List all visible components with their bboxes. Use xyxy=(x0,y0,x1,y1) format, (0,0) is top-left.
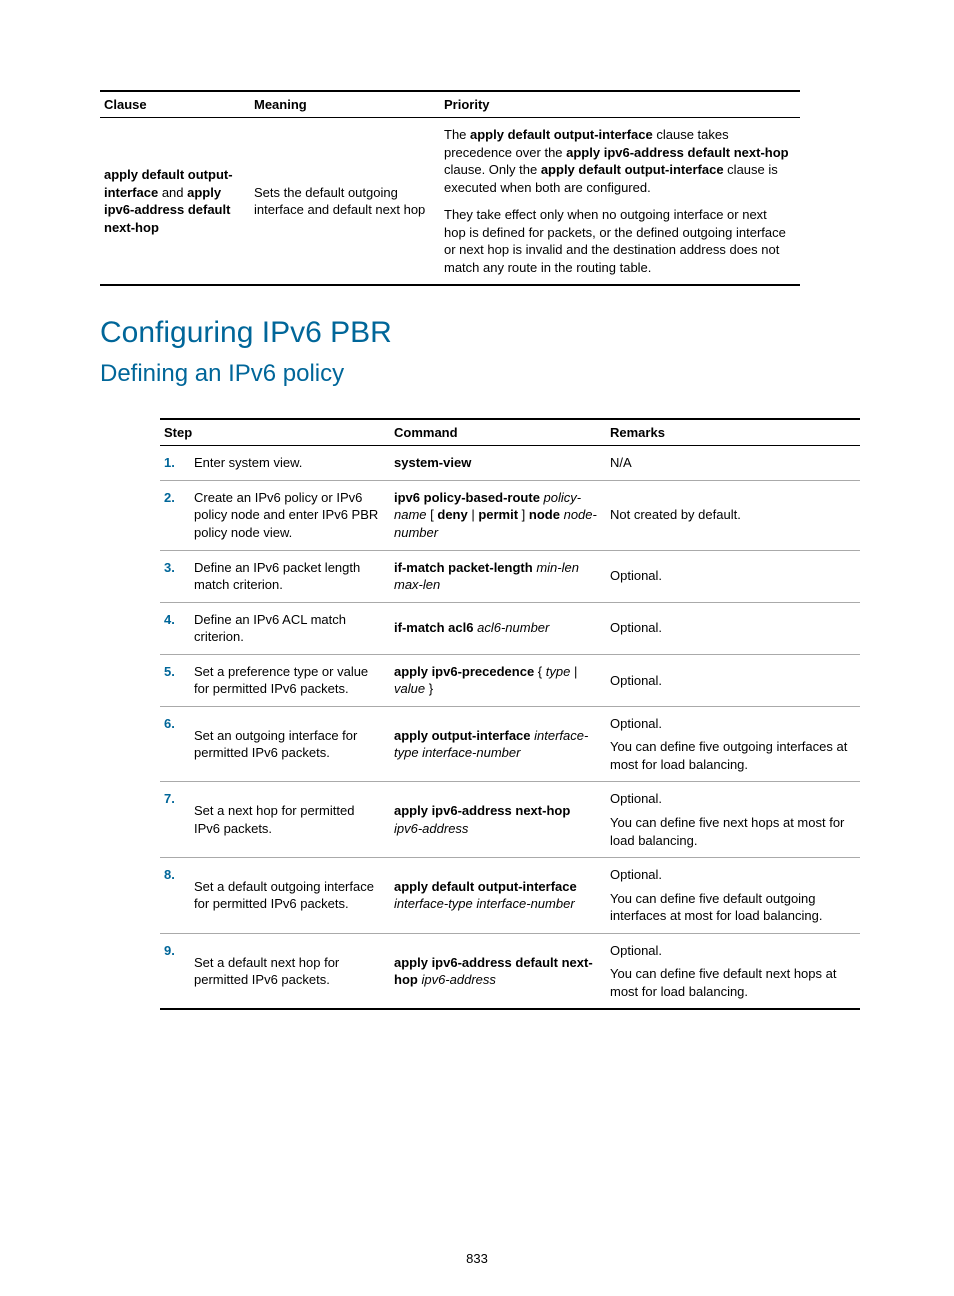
remarks-cell: Not created by default. xyxy=(606,480,860,550)
table-header-row: Step Command Remarks xyxy=(160,419,860,446)
priority-cell: The apply default output-interface claus… xyxy=(440,118,800,286)
step-description: Set a preference type or value for permi… xyxy=(190,654,390,706)
step-number: 5. xyxy=(160,654,190,706)
page-container: Clause Meaning Priority apply default ou… xyxy=(0,0,954,1296)
table-row: 8.Set a default outgoing interface for p… xyxy=(160,858,860,934)
command-cell: apply ipv6-address default next-hop ipv6… xyxy=(390,933,606,1009)
remarks-cell: Optional.You can define five default nex… xyxy=(606,933,860,1009)
subsection-heading: Defining an IPv6 policy xyxy=(100,360,854,388)
table-row: 3.Define an IPv6 packet length match cri… xyxy=(160,550,860,602)
command-cell: system-view xyxy=(390,446,606,481)
step-number: 4. xyxy=(160,602,190,654)
clause-table: Clause Meaning Priority apply default ou… xyxy=(100,90,800,286)
col-clause: Clause xyxy=(100,91,250,118)
command-cell: apply default output-interface interface… xyxy=(390,858,606,934)
remarks-cell: Optional. xyxy=(606,654,860,706)
col-priority: Priority xyxy=(440,91,800,118)
step-number: 6. xyxy=(160,706,190,782)
col-command: Command xyxy=(390,419,606,446)
meaning-cell: Sets the default outgoing interface and … xyxy=(250,118,440,286)
step-number: 7. xyxy=(160,782,190,858)
step-description: Define an IPv6 packet length match crite… xyxy=(190,550,390,602)
command-cell: apply output-interface interface-type in… xyxy=(390,706,606,782)
step-number: 2. xyxy=(160,480,190,550)
step-description: Set a next hop for permitted IPv6 packet… xyxy=(190,782,390,858)
step-number: 1. xyxy=(160,446,190,481)
step-description: Set an outgoing interface for permitted … xyxy=(190,706,390,782)
table-header-row: Clause Meaning Priority xyxy=(100,91,800,118)
command-cell: if-match acl6 acl6-number xyxy=(390,602,606,654)
command-cell: apply ipv6-address next-hop ipv6-address xyxy=(390,782,606,858)
table-row: 9.Set a default next hop for permitted I… xyxy=(160,933,860,1009)
command-cell: apply ipv6-precedence { type | value } xyxy=(390,654,606,706)
table-row: 4.Define an IPv6 ACL match criterion.if-… xyxy=(160,602,860,654)
remarks-cell: Optional.You can define five next hops a… xyxy=(606,782,860,858)
table-row: 1.Enter system view.system-viewN/A xyxy=(160,446,860,481)
table-row: 7.Set a next hop for permitted IPv6 pack… xyxy=(160,782,860,858)
step-description: Define an IPv6 ACL match criterion. xyxy=(190,602,390,654)
remarks-cell: Optional. xyxy=(606,550,860,602)
step-description: Enter system view. xyxy=(190,446,390,481)
step-number: 9. xyxy=(160,933,190,1009)
remarks-cell: Optional.You can define five default out… xyxy=(606,858,860,934)
clause-cell: apply default output-interface and apply… xyxy=(100,118,250,286)
remarks-cell: N/A xyxy=(606,446,860,481)
step-description: Create an IPv6 policy or IPv6 policy nod… xyxy=(190,480,390,550)
remarks-cell: Optional.You can define five outgoing in… xyxy=(606,706,860,782)
table-row: 5.Set a preference type or value for per… xyxy=(160,654,860,706)
step-description: Set a default outgoing interface for per… xyxy=(190,858,390,934)
page-number: 833 xyxy=(0,1251,954,1266)
step-description: Set a default next hop for permitted IPv… xyxy=(190,933,390,1009)
step-number: 3. xyxy=(160,550,190,602)
steps-table: Step Command Remarks 1.Enter system view… xyxy=(160,418,860,1010)
col-step: Step xyxy=(160,419,390,446)
step-number: 8. xyxy=(160,858,190,934)
remarks-cell: Optional. xyxy=(606,602,860,654)
col-remarks: Remarks xyxy=(606,419,860,446)
table-row: apply default output-interface and apply… xyxy=(100,118,800,286)
table-row: 2.Create an IPv6 policy or IPv6 policy n… xyxy=(160,480,860,550)
command-cell: if-match packet-length min-len max-len xyxy=(390,550,606,602)
col-meaning: Meaning xyxy=(250,91,440,118)
table-row: 6.Set an outgoing interface for permitte… xyxy=(160,706,860,782)
command-cell: ipv6 policy-based-route policy-name [ de… xyxy=(390,480,606,550)
section-heading: Configuring IPv6 PBR xyxy=(100,316,854,350)
